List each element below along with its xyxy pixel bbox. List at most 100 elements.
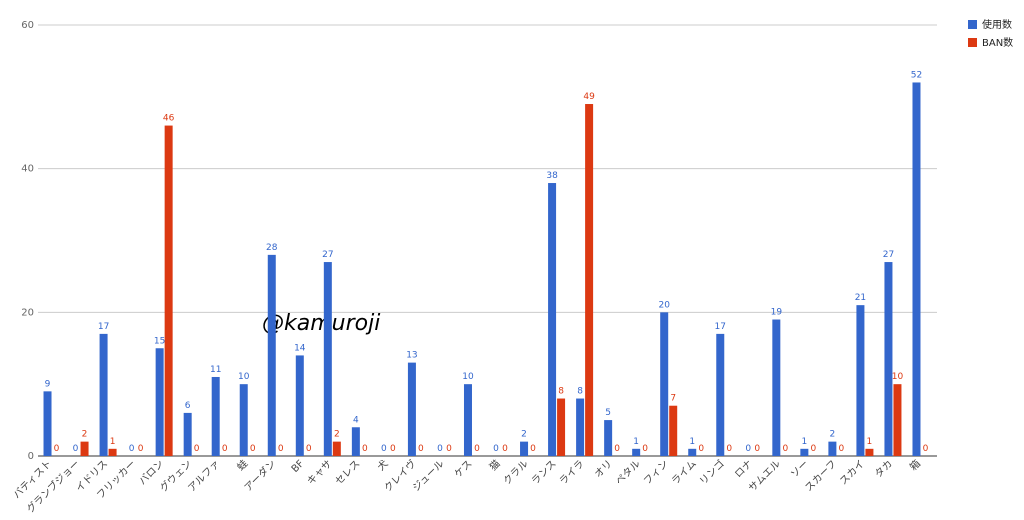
y-tick-label: 40	[21, 164, 34, 175]
bar	[164, 125, 173, 457]
data-label: 0	[726, 444, 732, 454]
data-label: 0	[530, 444, 536, 454]
data-label: 0	[782, 444, 788, 454]
bar	[688, 448, 697, 456]
data-label: 46	[163, 114, 175, 124]
data-label: 0	[745, 444, 751, 454]
data-label: 28	[266, 243, 278, 253]
bar	[856, 305, 865, 456]
y-tick-label: 0	[28, 451, 34, 462]
data-label: 27	[322, 250, 333, 260]
x-tick-label: ライム	[669, 458, 699, 488]
data-label: 17	[98, 322, 109, 332]
x-tick-label: クラル	[501, 458, 531, 488]
bar	[183, 412, 192, 456]
bar	[155, 348, 164, 456]
bar	[351, 427, 360, 456]
data-label: 0	[502, 444, 508, 454]
bar	[463, 384, 472, 456]
y-tick-label: 60	[21, 20, 34, 31]
data-label: 10	[238, 372, 250, 382]
data-label: 0	[474, 444, 480, 454]
data-label: 0	[306, 444, 312, 454]
x-tick-label: スカーフ	[803, 458, 839, 494]
x-tick-label: タカ	[872, 458, 895, 481]
data-label: 17	[715, 322, 726, 332]
data-label: 0	[278, 444, 284, 454]
data-label: 0	[698, 444, 704, 454]
data-label: 1	[689, 437, 695, 447]
data-label: 27	[883, 250, 894, 260]
bar	[211, 376, 220, 456]
bar	[520, 441, 529, 456]
data-label: 6	[185, 401, 191, 411]
data-label: 0	[754, 444, 760, 454]
bar	[632, 448, 641, 456]
x-tick-label: ケス	[452, 458, 475, 481]
x-tick-label: アーダン	[241, 457, 278, 494]
bar	[108, 448, 117, 456]
data-label: 1	[110, 437, 116, 447]
bar	[576, 398, 585, 456]
data-label: 0	[923, 444, 929, 454]
bar	[43, 391, 52, 456]
bar	[865, 448, 874, 456]
data-label: 0	[362, 444, 368, 454]
bar	[716, 333, 725, 456]
bar	[267, 254, 276, 456]
x-tick-label: ペタル	[613, 458, 643, 488]
x-tick-label: 犬	[374, 457, 390, 473]
data-label: 0	[129, 444, 135, 454]
data-label: 10	[892, 372, 904, 382]
x-tick-label: リンゴ	[696, 457, 726, 487]
x-tick-label: ソー	[789, 458, 811, 480]
data-label: 21	[855, 293, 866, 303]
data-label: 0	[390, 444, 396, 454]
x-tick-label: ロナ	[732, 458, 755, 481]
data-label: 0	[381, 444, 387, 454]
bar	[99, 333, 108, 456]
data-label: 0	[614, 444, 620, 454]
watermark: @kamuroji	[262, 311, 380, 336]
data-label: 0	[54, 444, 60, 454]
bar	[912, 82, 921, 456]
bar	[239, 384, 248, 456]
data-label: 0	[222, 444, 228, 454]
data-label: 0	[437, 444, 443, 454]
data-label: 0	[642, 444, 648, 454]
data-label: 52	[911, 70, 922, 80]
legend-label: 使用数	[982, 18, 1012, 31]
data-label: 0	[194, 444, 200, 454]
data-label: 0	[418, 444, 424, 454]
bar	[407, 362, 416, 456]
data-label: 38	[546, 171, 558, 181]
bar	[828, 441, 837, 456]
bar	[800, 448, 809, 456]
data-label: 2	[82, 430, 88, 440]
data-label: 11	[210, 365, 221, 375]
data-label: 8	[577, 387, 583, 397]
bar	[585, 104, 594, 457]
data-label: 0	[810, 444, 816, 454]
data-label: 0	[250, 444, 256, 454]
data-label: 1	[867, 437, 873, 447]
x-tick-label: セレス	[333, 458, 363, 488]
data-label: 0	[73, 444, 79, 454]
x-tick-label: フィン	[642, 458, 671, 487]
y-tick-label: 20	[21, 307, 34, 318]
data-label: 20	[658, 300, 670, 310]
bar	[295, 355, 304, 456]
data-label: 1	[801, 437, 807, 447]
legend-swatch	[968, 38, 977, 47]
bar	[884, 262, 893, 456]
bar	[772, 319, 781, 456]
bar	[332, 441, 341, 456]
bar	[660, 312, 669, 456]
x-tick-label: 蛙	[234, 457, 250, 473]
data-label: 1	[633, 437, 639, 447]
x-tick-label: ランス	[529, 458, 559, 488]
x-tick-label: BF	[290, 458, 307, 475]
data-label: 14	[294, 343, 306, 353]
bar	[323, 262, 332, 456]
